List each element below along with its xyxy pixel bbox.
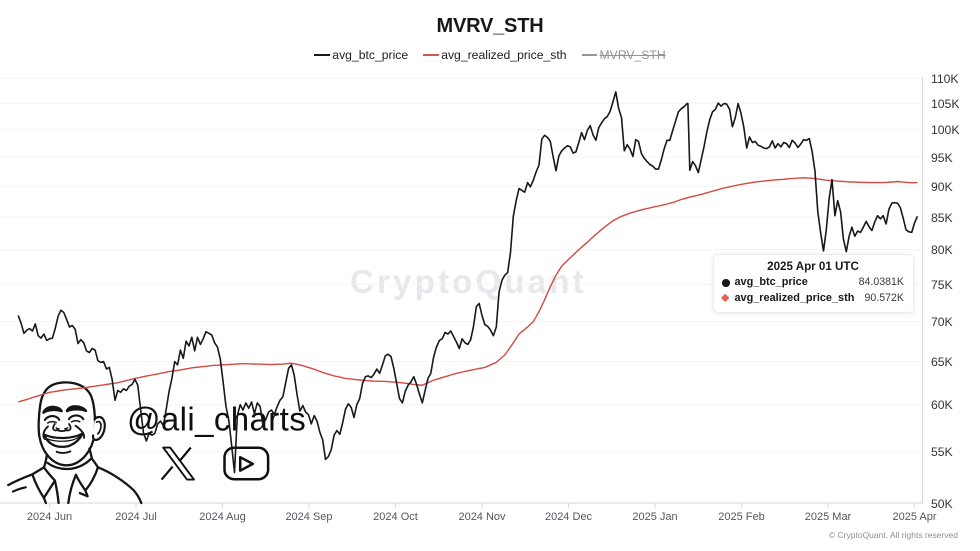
svg-text:@ali_charts: @ali_charts (127, 401, 306, 438)
